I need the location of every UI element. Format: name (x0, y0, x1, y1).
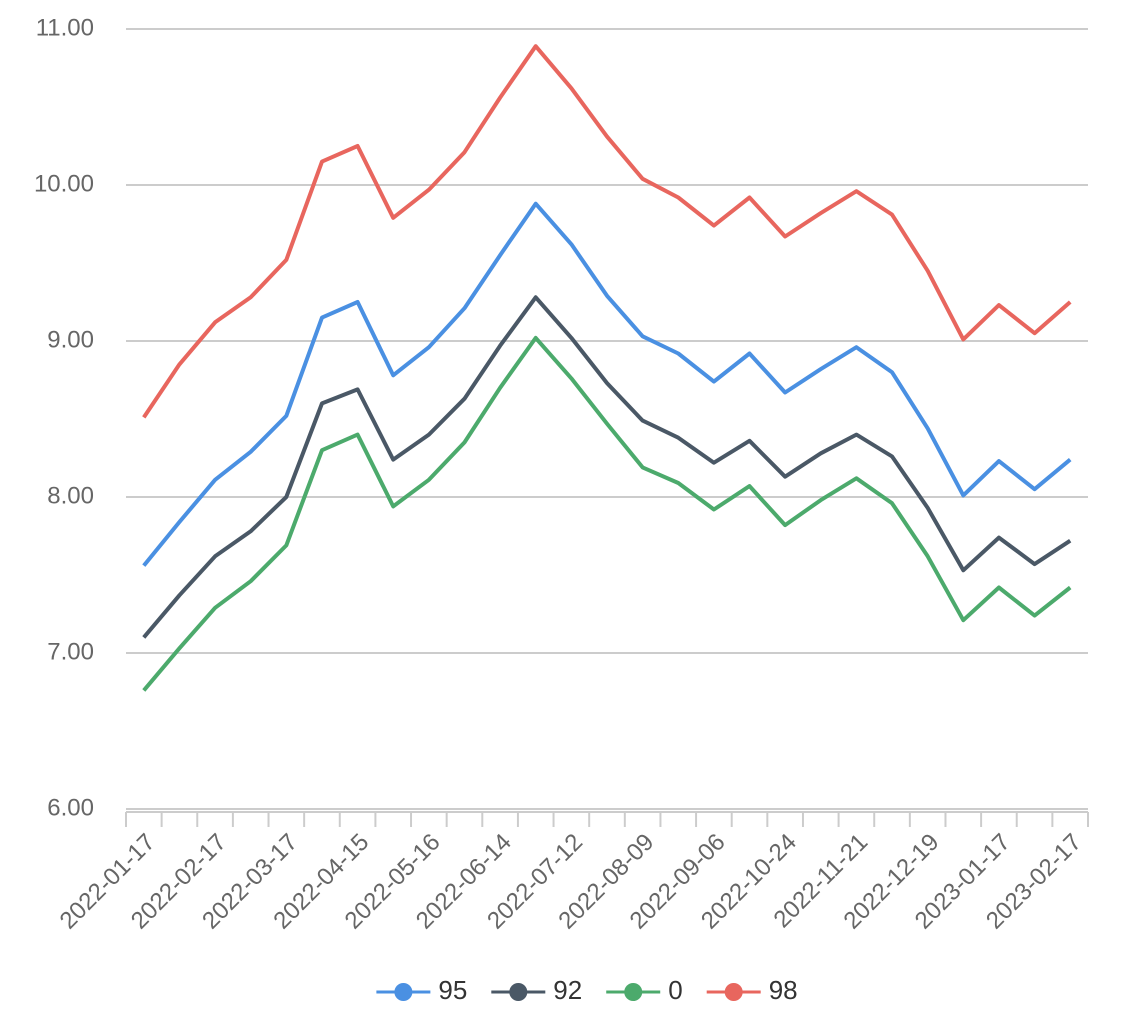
legend-label: 0 (668, 975, 682, 1005)
legend-label: 98 (769, 975, 798, 1005)
y-tick-label: 7.00 (47, 638, 94, 665)
series-line (142, 295, 1072, 639)
legend-label: 92 (553, 975, 582, 1005)
series-line (142, 335, 1072, 692)
legend-item: 0 (606, 975, 683, 1005)
legend-item: 92 (491, 975, 582, 1005)
legend-marker (394, 983, 413, 1001)
y-tick-label: 10.00 (34, 170, 94, 197)
series-line (142, 201, 1072, 567)
y-tick-label: 6.00 (47, 794, 94, 821)
legend-marker (509, 983, 528, 1001)
y-tick-label: 8.00 (47, 482, 94, 509)
legend: 95 92 0 98 (376, 975, 798, 1005)
series-line (142, 44, 1072, 419)
legend-item: 95 (376, 975, 467, 1005)
legend-label: 95 (438, 975, 467, 1005)
y-tick-label: 9.00 (47, 326, 94, 353)
y-tick-label: 11.00 (36, 14, 94, 41)
legend-marker (724, 983, 743, 1001)
legend-item: 98 (706, 975, 798, 1005)
legend-marker (624, 983, 643, 1001)
